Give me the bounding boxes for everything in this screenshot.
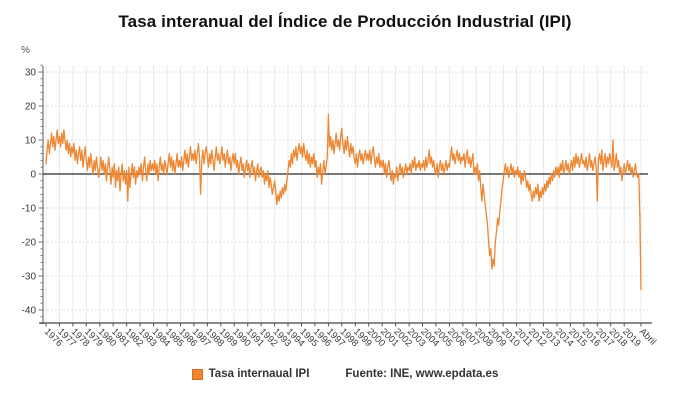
svg-text:-30: -30: [22, 272, 37, 283]
axes: [38, 64, 652, 327]
svg-text:-10: -10: [22, 204, 37, 215]
chart-legend: Tasa internaual IPI Fuente: INE, www.epd…: [0, 368, 690, 380]
svg-text:20: 20: [25, 102, 37, 113]
page-title: Tasa interanual del Índice de Producción…: [118, 12, 572, 31]
svg-text:-40: -40: [22, 306, 37, 317]
svg-text:30: 30: [25, 68, 37, 79]
source-attribution: Fuente: INE, www.epdata.es: [345, 368, 499, 380]
y-axis-unit-label: %: [21, 45, 30, 56]
svg-text:10: 10: [25, 136, 37, 147]
svg-text:-20: -20: [22, 238, 37, 249]
gridlines: [43, 66, 648, 323]
x-axis-labels: 1976197719781979198019811982198319841985…: [42, 326, 658, 349]
y-axis-labels: 30 20 10 0 -10 -20 -30 -40: [22, 68, 37, 317]
svg-text:Abril: Abril: [637, 326, 658, 347]
svg-text:0: 0: [30, 170, 36, 181]
ipi-series-line: [45, 113, 642, 291]
legend-swatch-icon: [191, 368, 203, 380]
legend-item-ipi[interactable]: Tasa internaual IPI: [191, 368, 310, 380]
legend-item-label: Tasa internaual IPI: [208, 368, 310, 380]
